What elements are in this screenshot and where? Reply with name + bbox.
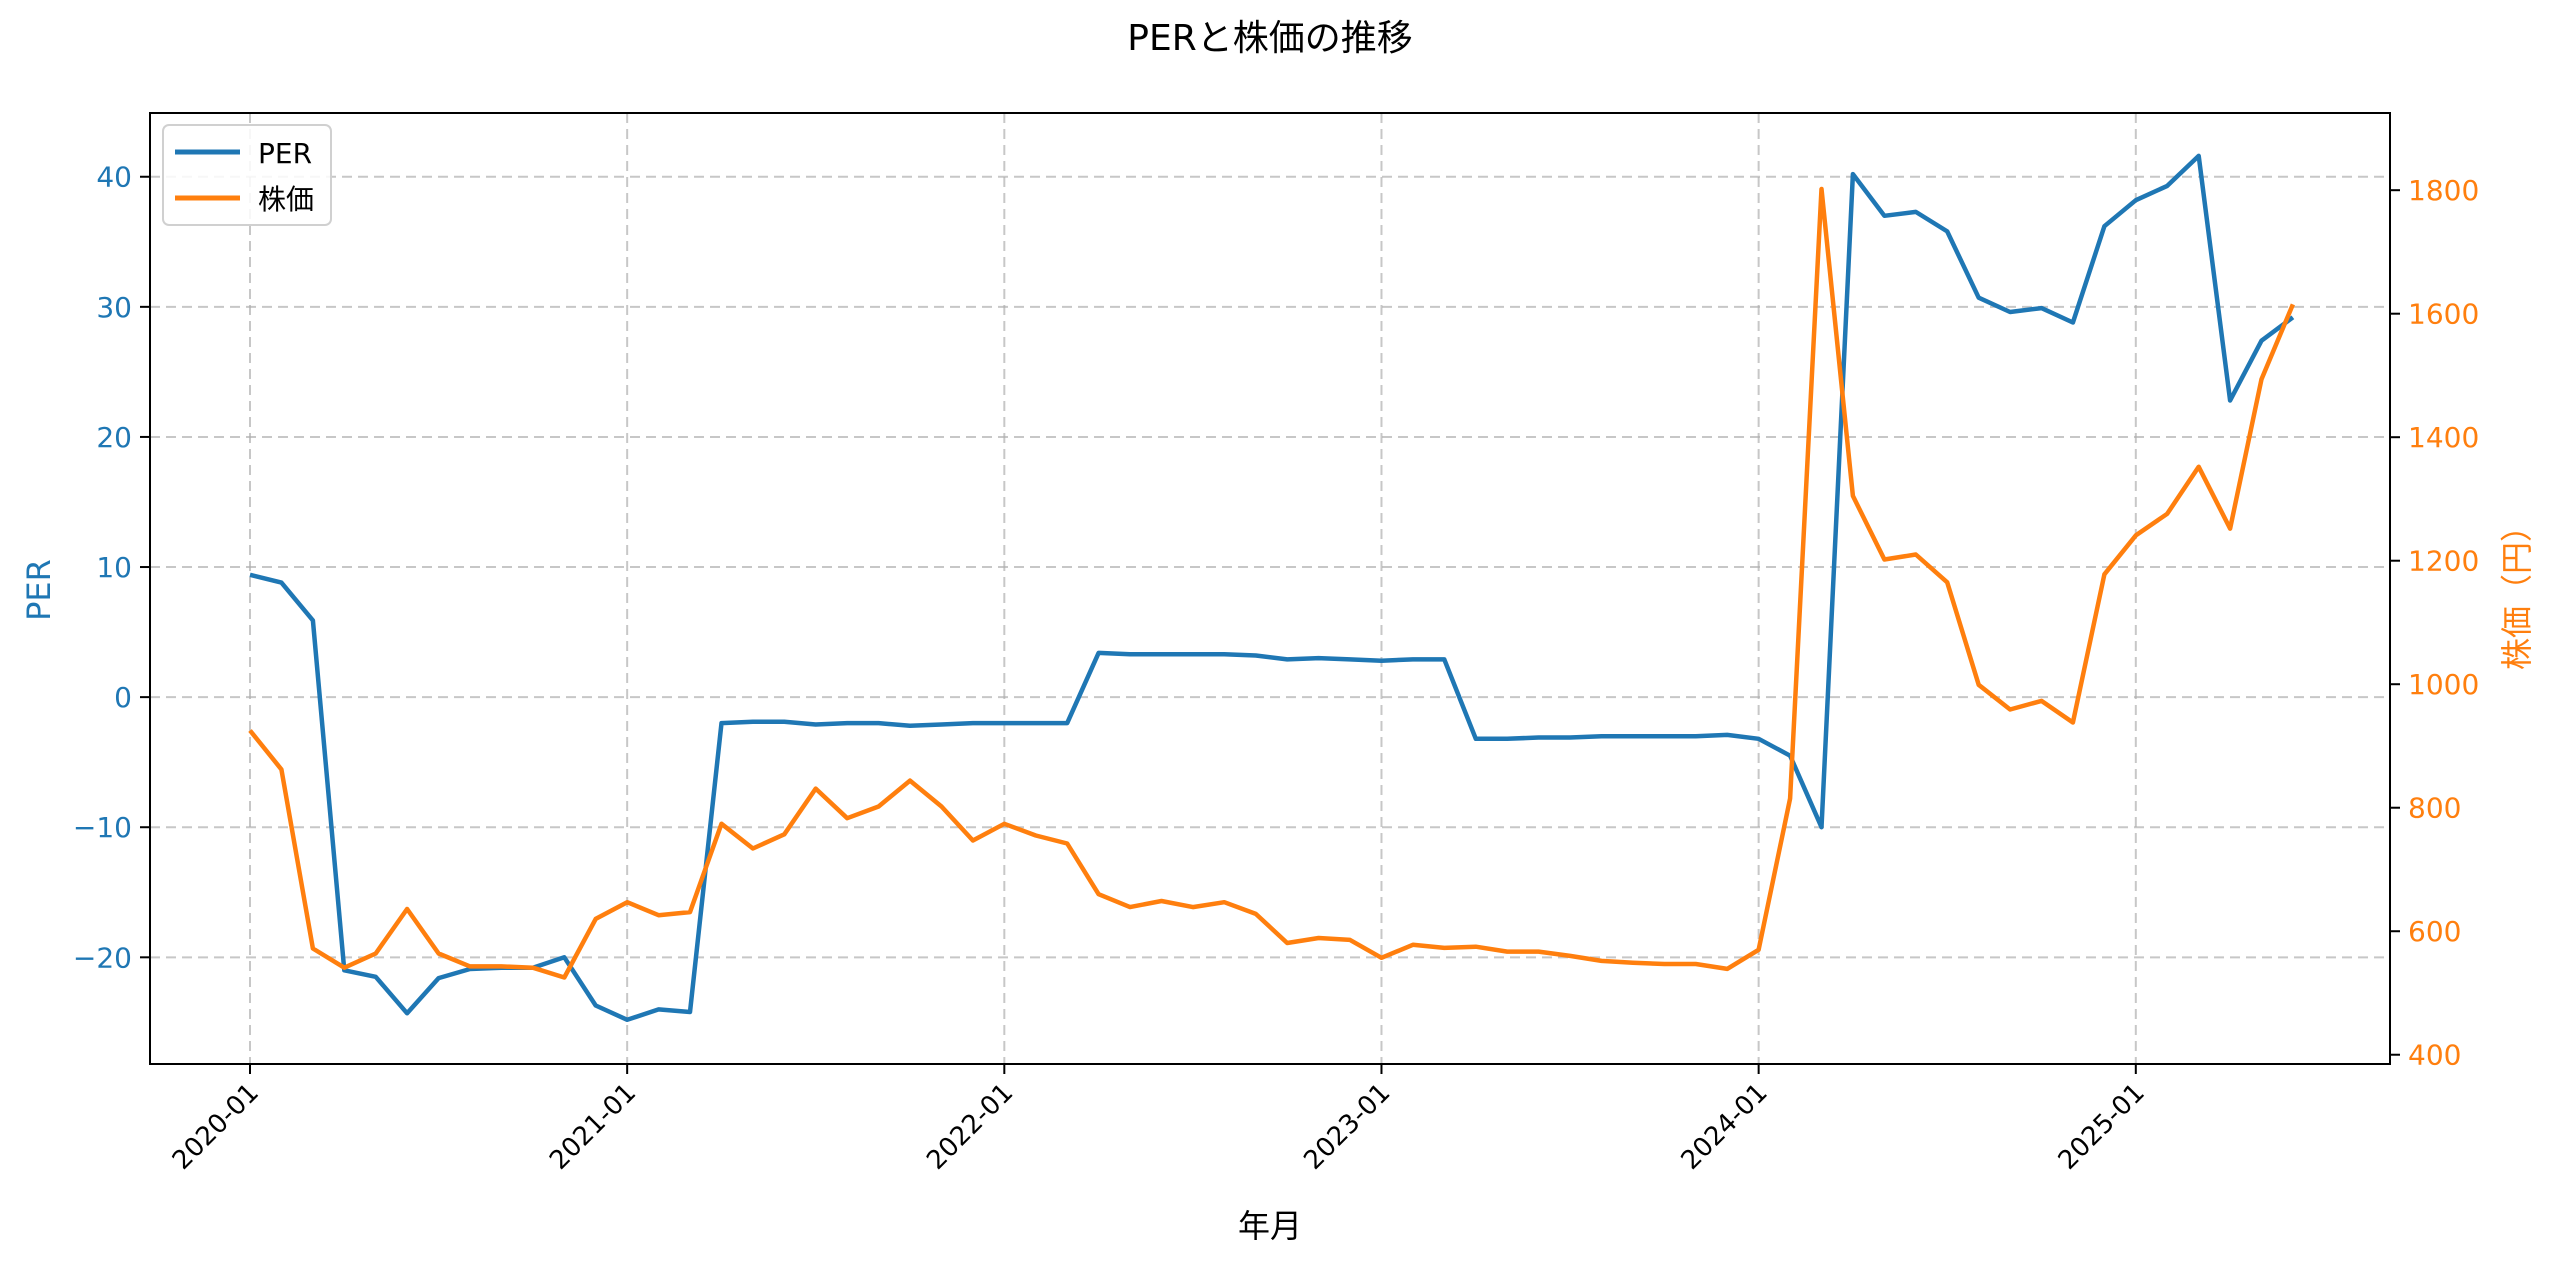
left-y-axis-ticks: −20 −10 0 10 20 30 40 bbox=[73, 161, 150, 974]
left-y-tick-label: −20 bbox=[73, 941, 132, 974]
right-y-tick-label: 1200 bbox=[2408, 545, 2479, 578]
legend: PER 株価 bbox=[162, 124, 332, 226]
right-y-tick-label: 1400 bbox=[2408, 421, 2479, 454]
x-tick-label: 2025-01 bbox=[2053, 1078, 2151, 1176]
right-y-tick-label: 1000 bbox=[2408, 668, 2479, 701]
x-tick-label: 2021-01 bbox=[544, 1078, 642, 1176]
left-y-tick-label: 20 bbox=[96, 421, 132, 454]
x-tick-label: 2022-01 bbox=[921, 1078, 1019, 1176]
plot-frame bbox=[149, 112, 2391, 1065]
x-tick-label: 2020-01 bbox=[167, 1078, 265, 1176]
right-y-axis-label: 株価（円） bbox=[2498, 510, 2536, 670]
right-y-tick-label: 1600 bbox=[2408, 298, 2479, 331]
x-axis-label: 年月 bbox=[1238, 1207, 1302, 1245]
data-lines bbox=[248, 153, 2295, 1023]
x-tick-label: 2024-01 bbox=[1676, 1078, 1774, 1176]
right-y-tick-label: 600 bbox=[2408, 915, 2461, 948]
right-y-tick-label: 800 bbox=[2408, 792, 2461, 825]
per-line bbox=[249, 153, 2295, 1023]
x-axis-ticks: 2020-01 2021-01 2022-01 2023-01 2024-01 2025-… bbox=[167, 1064, 2151, 1176]
right-y-axis-ticks: 400 600 800 1000 1200 1400 1600 1800 bbox=[2390, 174, 2479, 1072]
legend-per-label: PER bbox=[258, 137, 312, 170]
left-y-tick-label: 10 bbox=[96, 551, 132, 584]
grid-lines bbox=[150, 113, 2390, 1064]
chart-title: PERと株価の推移 bbox=[1127, 18, 1412, 59]
legend-price-label: 株価 bbox=[258, 183, 314, 216]
left-y-tick-label: 0 bbox=[114, 681, 132, 714]
right-y-tick-label: 1800 bbox=[2408, 174, 2479, 207]
left-y-tick-label: 30 bbox=[96, 291, 132, 324]
x-tick-label: 2023-01 bbox=[1298, 1078, 1396, 1176]
right-y-tick-label: 400 bbox=[2408, 1039, 2461, 1072]
left-y-tick-label: −10 bbox=[73, 811, 132, 844]
left-y-axis-label: PER bbox=[20, 559, 58, 621]
price-line bbox=[248, 186, 2295, 980]
left-y-tick-label: 40 bbox=[96, 161, 132, 194]
